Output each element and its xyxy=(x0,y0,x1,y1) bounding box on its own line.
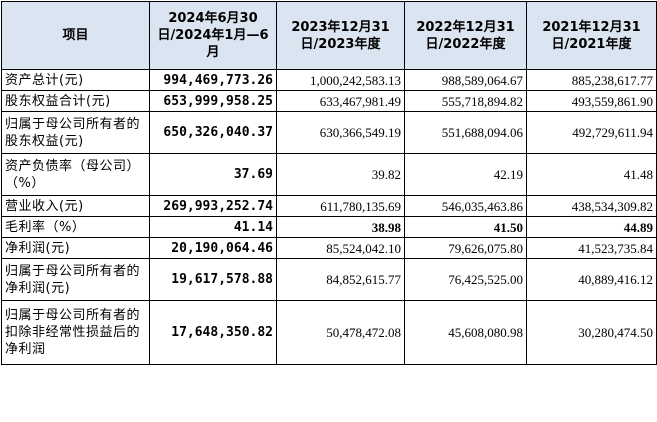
row-label: 归属于母公司所有者的股东权益(元) xyxy=(1,111,150,154)
cell-value: 269,993,252.74 xyxy=(149,195,277,217)
row-label: 股东权益合计(元) xyxy=(1,90,150,112)
financial-summary-table: 项目 2024年6月30日/2024年1月—6月 2023年12月31日/202… xyxy=(1,1,657,365)
row-label: 归属于母公司所有者的扣除非经常性损益后的净利润 xyxy=(1,300,150,365)
cell-value: 492,729,611.94 xyxy=(526,111,657,154)
header-2022: 2022年12月31日/2022年度 xyxy=(404,1,527,70)
cell-value: 41.48 xyxy=(526,153,657,196)
header-row: 项目 2024年6月30日/2024年1月—6月 2023年12月31日/202… xyxy=(1,1,657,70)
row-label: 毛利率（%） xyxy=(1,216,150,238)
cell-value: 19,617,578.88 xyxy=(149,258,277,301)
cell-value: 30,280,474.50 xyxy=(526,300,657,365)
cell-value: 79,626,075.80 xyxy=(404,237,527,259)
cell-value: 438,534,309.82 xyxy=(526,195,657,217)
cell-value: 38.98 xyxy=(276,216,405,238)
cell-value: 37.69 xyxy=(149,153,277,196)
cell-value: 994,469,773.26 xyxy=(149,69,277,91)
cell-value: 85,524,042.10 xyxy=(276,237,405,259)
table-row: 毛利率（%） 41.14 38.98 41.50 44.89 xyxy=(1,216,657,238)
table-row: 资产负债率（母公司）（%） 37.69 39.82 42.19 41.48 xyxy=(1,153,657,196)
row-label: 净利润(元) xyxy=(1,237,150,259)
cell-value: 1,000,242,583.13 xyxy=(276,69,405,91)
cell-value: 39.82 xyxy=(276,153,405,196)
row-label: 营业收入(元) xyxy=(1,195,150,217)
cell-value: 41,523,735.84 xyxy=(526,237,657,259)
cell-value: 40,889,416.12 xyxy=(526,258,657,301)
cell-value: 17,648,350.82 xyxy=(149,300,277,365)
table-row: 归属于母公司所有者的净利润(元) 19,617,578.88 84,852,61… xyxy=(1,258,657,301)
row-label: 归属于母公司所有者的净利润(元) xyxy=(1,258,150,301)
cell-value: 84,852,615.77 xyxy=(276,258,405,301)
header-item: 项目 xyxy=(1,1,150,70)
cell-value: 41.50 xyxy=(404,216,527,238)
cell-value: 50,478,472.08 xyxy=(276,300,405,365)
cell-value: 41.14 xyxy=(149,216,277,238)
row-label: 资产总计(元) xyxy=(1,69,150,91)
table-row: 净利润(元) 20,190,064.46 85,524,042.10 79,62… xyxy=(1,237,657,259)
header-2024h1: 2024年6月30日/2024年1月—6月 xyxy=(149,1,277,70)
cell-value: 76,425,525.00 xyxy=(404,258,527,301)
table-row: 归属于母公司所有者的股东权益(元) 650,326,040.37 630,366… xyxy=(1,111,657,154)
table-row: 股东权益合计(元) 653,999,958.25 633,467,981.49 … xyxy=(1,90,657,112)
cell-value: 988,589,064.67 xyxy=(404,69,527,91)
cell-value: 546,035,463.86 xyxy=(404,195,527,217)
cell-value: 555,718,894.82 xyxy=(404,90,527,112)
table-row: 归属于母公司所有者的扣除非经常性损益后的净利润 17,648,350.82 50… xyxy=(1,300,657,365)
cell-value: 630,366,549.19 xyxy=(276,111,405,154)
cell-value: 493,559,861.90 xyxy=(526,90,657,112)
cell-value: 611,780,135.69 xyxy=(276,195,405,217)
cell-value: 44.89 xyxy=(526,216,657,238)
cell-value: 650,326,040.37 xyxy=(149,111,277,154)
cell-value: 551,688,094.06 xyxy=(404,111,527,154)
cell-value: 653,999,958.25 xyxy=(149,90,277,112)
cell-value: 633,467,981.49 xyxy=(276,90,405,112)
header-2023: 2023年12月31日/2023年度 xyxy=(276,1,405,70)
cell-value: 20,190,064.46 xyxy=(149,237,277,259)
table-row: 资产总计(元) 994,469,773.26 1,000,242,583.13 … xyxy=(1,69,657,91)
cell-value: 885,238,617.77 xyxy=(526,69,657,91)
table-row: 营业收入(元) 269,993,252.74 611,780,135.69 54… xyxy=(1,195,657,217)
cell-value: 45,608,080.98 xyxy=(404,300,527,365)
cell-value: 42.19 xyxy=(404,153,527,196)
header-2021: 2021年12月31日/2021年度 xyxy=(526,1,657,70)
row-label: 资产负债率（母公司）（%） xyxy=(1,153,150,196)
